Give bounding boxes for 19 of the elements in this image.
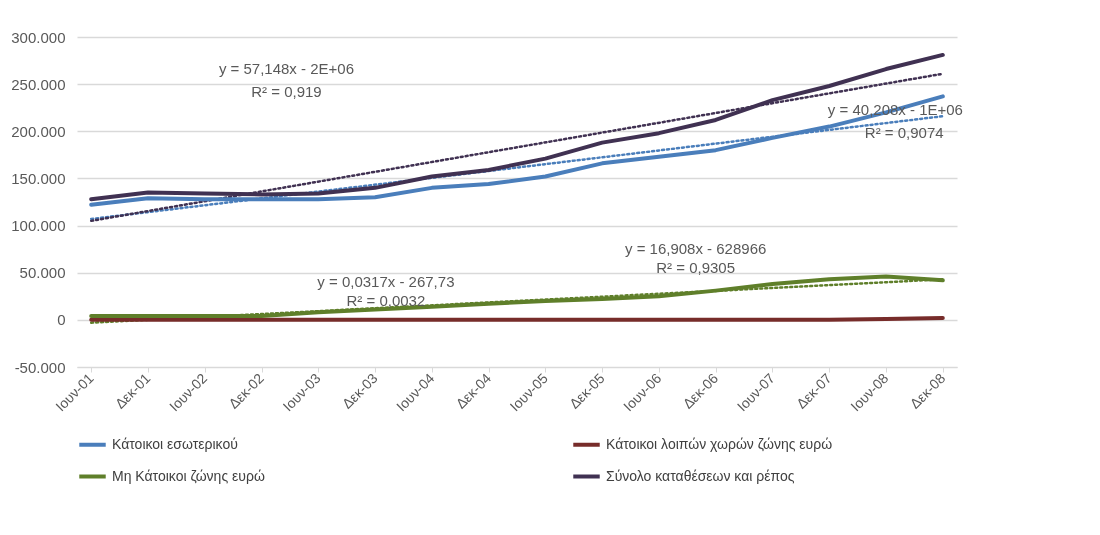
y-tick-label: 300.000: [11, 28, 66, 46]
y-tick-label: 50.000: [19, 264, 66, 282]
y-tick-label: 200.000: [11, 122, 66, 140]
y-tick-label: 250.000: [11, 75, 66, 93]
y-tick-label: 150.000: [11, 169, 66, 187]
annotation: R² = 0,919: [251, 83, 322, 101]
legend-label: Μη Κάτοικοι ζώνης ευρώ: [112, 467, 265, 484]
y-tick-label: 100.000: [11, 217, 66, 235]
legend-label: Κάτοικοι λοιπών χωρών ζώνης ευρώ: [606, 435, 833, 452]
legend-label: Σύνολο καταθέσεων και ρέπος: [606, 467, 795, 484]
y-tick-label: -50.000: [14, 358, 66, 376]
annotation: R² = 0,0032: [346, 292, 426, 309]
annotation: y = 16,908x - 628966: [624, 240, 767, 258]
annotation: y = 0,0317x - 267,73: [317, 272, 455, 290]
legend-label: Κάτοικοι εσωτερικού: [112, 435, 238, 452]
y-tick-label: 0: [57, 311, 66, 329]
annotation: R² = 0,9074: [864, 124, 944, 142]
annotation: y = 57,148x - 2E+06: [218, 59, 354, 77]
annotation: R² = 0,9305: [656, 259, 736, 276]
